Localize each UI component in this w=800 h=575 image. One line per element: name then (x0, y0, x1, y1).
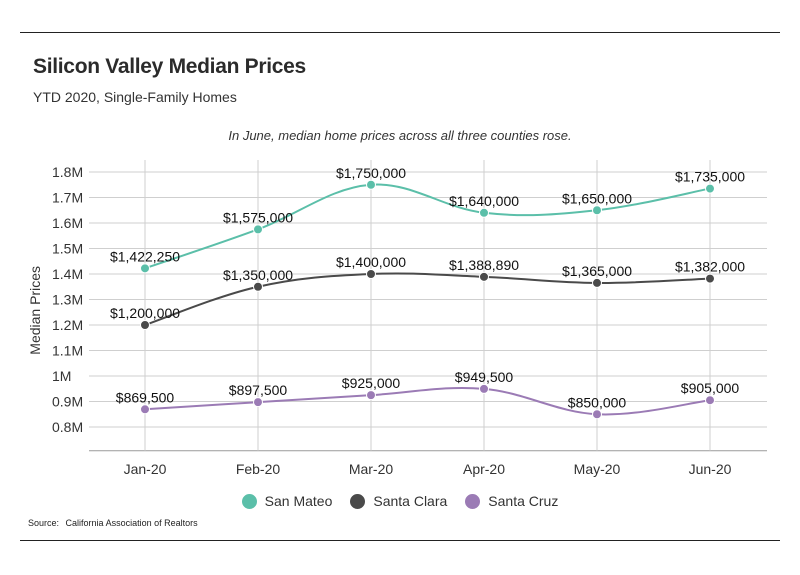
data-point (140, 263, 150, 274)
data-label: $897,500 (229, 382, 288, 398)
data-label: $1,640,000 (449, 193, 519, 209)
y-axis-title: Median Prices (27, 266, 43, 355)
y-tick-label: 1.6M (52, 215, 83, 231)
data-label: $1,200,000 (110, 305, 180, 321)
data-point (253, 224, 263, 235)
data-label: $1,388,890 (449, 257, 519, 273)
series-line-2 (144, 386, 711, 416)
chart-title: Silicon Valley Median Prices (33, 55, 306, 78)
data-label: $1,575,000 (223, 209, 293, 225)
legend: San Mateo Santa Clara Santa Cruz (0, 493, 800, 509)
data-label: $850,000 (568, 394, 627, 410)
x-tick-label: Apr-20 (463, 461, 505, 477)
data-label: $1,400,000 (336, 254, 406, 270)
source-text: California Association of Realtors (65, 518, 198, 528)
data-point (705, 273, 715, 284)
data-point (479, 383, 489, 394)
data-point (705, 395, 715, 406)
data-point (592, 205, 602, 216)
legend-label-santa-cruz: Santa Cruz (488, 493, 559, 509)
legend-item-santa-clara: Santa Clara (350, 493, 447, 509)
data-point (140, 320, 150, 330)
top-rule (20, 32, 780, 33)
data-point (253, 397, 263, 408)
data-label: $925,000 (342, 375, 401, 391)
data-label: $1,382,000 (675, 259, 745, 275)
data-point (479, 207, 489, 218)
y-tick-label: 1.2M (52, 317, 83, 333)
y-tick-label: 1.5M (52, 241, 83, 257)
data-label: $869,500 (116, 389, 175, 405)
legend-marker-santa-cruz (465, 493, 481, 509)
x-tick-label: Jun-20 (689, 461, 732, 477)
data-label: $1,735,000 (675, 169, 745, 185)
data-label: $1,650,000 (562, 190, 632, 206)
data-point (366, 269, 376, 279)
y-tick-label: 0.9M (52, 394, 83, 410)
y-tick-label: 1.1M (52, 343, 83, 359)
data-point (253, 281, 263, 292)
legend-marker-san-mateo (241, 493, 257, 509)
data-point (366, 390, 376, 401)
x-tick-label: Mar-20 (349, 461, 394, 477)
legend-marker-santa-clara (350, 493, 366, 509)
series-line-0 (144, 183, 711, 270)
legend-item-san-mateo: San Mateo (241, 493, 333, 509)
series-line-1 (144, 272, 711, 326)
y-tick-label: 1.3M (52, 292, 83, 308)
x-tick-label: Jan-20 (124, 461, 167, 477)
y-tick-label: 1M (52, 368, 71, 384)
data-label: $905,000 (681, 380, 740, 396)
data-label: $949,500 (455, 369, 514, 385)
data-point (479, 271, 489, 282)
data-point (592, 409, 602, 420)
x-tick-label: May-20 (574, 461, 621, 477)
data-point (366, 179, 376, 190)
source-label: Source: (28, 518, 60, 528)
y-tick-label: 1.4M (52, 266, 83, 282)
legend-label-santa-clara: Santa Clara (373, 493, 448, 509)
data-point (705, 183, 715, 194)
x-tick-label: Feb-20 (236, 461, 281, 477)
y-tick-label: 1.7M (52, 190, 83, 206)
y-tick-label: 0.8M (52, 419, 83, 435)
chart-subtitle: YTD 2020, Single-Family Homes (33, 89, 237, 105)
legend-label-san-mateo: San Mateo (264, 493, 333, 509)
source-note: Source: California Association of Realto… (28, 518, 202, 528)
y-tick-label: 1.8M (52, 164, 83, 180)
bottom-rule (20, 540, 780, 541)
data-point (140, 404, 150, 415)
legend-item-santa-cruz: Santa Cruz (465, 493, 558, 509)
data-label: $1,350,000 (223, 267, 293, 283)
data-label: $1,365,000 (562, 263, 632, 279)
data-label: $1,750,000 (336, 165, 406, 181)
data-label: $1,422,250 (110, 248, 180, 264)
data-point (592, 277, 602, 288)
chart-annotation: In June, median home prices across all t… (228, 128, 572, 143)
